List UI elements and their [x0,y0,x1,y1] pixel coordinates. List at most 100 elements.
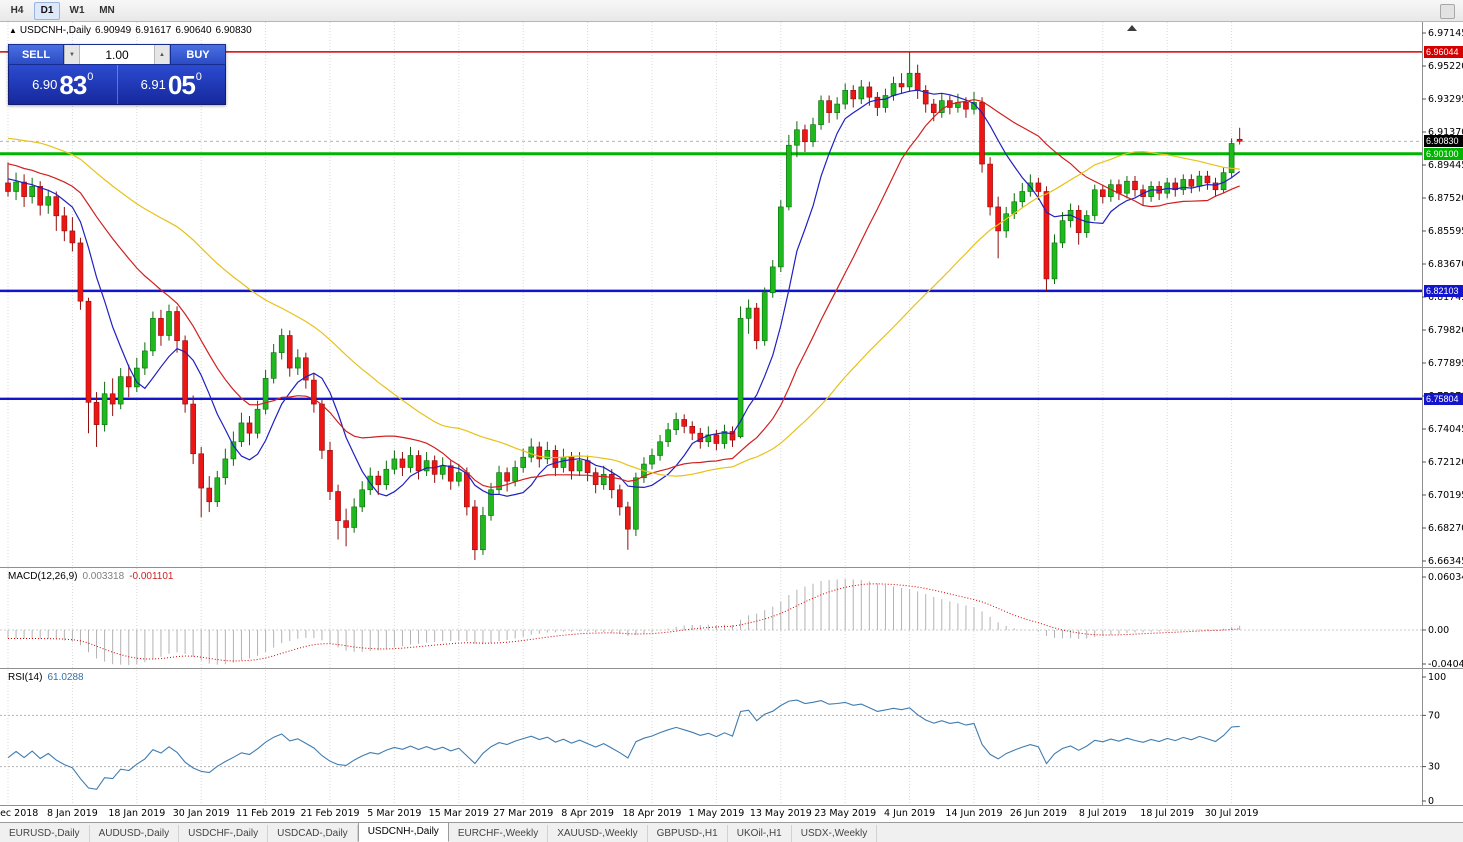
svg-text:0.060342: 0.060342 [1428,572,1463,583]
svg-text:27 Dec 2018: 27 Dec 2018 [0,808,38,819]
svg-text:6.81745: 6.81745 [1428,292,1463,303]
timeframe-button-h4[interactable]: H4 [10,4,24,16]
chart-canvas[interactable]: 6.97145 6.95220 6.93295 6.91370 6.89445 6.875… [0,0,1463,823]
ask-point: 0 [195,70,202,83]
svg-text:6.83670: 6.83670 [1428,259,1463,270]
hline-price-badge: 6.90100 [1424,147,1463,160]
svg-text:0.00: 0.00 [1428,625,1449,636]
bid-big-figure: 6.90 [32,77,58,92]
moving-averages [7,89,1241,497]
svg-text:6.77895: 6.77895 [1428,358,1463,369]
svg-text:6.87520: 6.87520 [1428,193,1463,204]
bid-price[interactable]: 6.90 83 0 [9,65,117,104]
ask-price[interactable]: 6.91 05 0 [116,65,226,104]
svg-text:6.95220: 6.95220 [1428,61,1463,72]
volume-down-icon[interactable]: ▼ [64,45,80,64]
svg-text:6.68270: 6.68270 [1428,523,1463,534]
chart-shift-marker [1127,25,1137,31]
svg-text:70: 70 [1428,710,1440,721]
chart-tab-usdcad-daily[interactable]: USDCAD-,Daily [268,825,358,842]
svg-text:100: 100 [1428,672,1446,683]
bid-point: 0 [87,70,94,83]
open-value: 6.90949 [95,25,132,36]
svg-text:15 Mar 2019: 15 Mar 2019 [429,808,489,819]
chart-tab-eurusd-daily[interactable]: EURUSD-,Daily [0,825,90,842]
svg-text:6.72120: 6.72120 [1428,457,1463,468]
chart-tab-usdchf-daily[interactable]: USDCHF-,Daily [179,825,269,842]
chart-shift-marker-icon [1127,25,1137,31]
chart-tab-eurchf-weekly[interactable]: EURCHF-,Weekly [449,825,549,842]
svg-text:1 May 2019: 1 May 2019 [688,808,744,819]
svg-text:27 Mar 2019: 27 Mar 2019 [493,808,553,819]
svg-text:6.97145: 6.97145 [1428,28,1463,39]
svg-text:6.91370: 6.91370 [1428,127,1463,138]
svg-text:18 Jan 2019: 18 Jan 2019 [108,808,165,819]
volume-input[interactable]: 1.00 [105,48,129,62]
svg-text:30 Jan 2019: 30 Jan 2019 [173,808,230,819]
chart-tab-gbpusd-h1[interactable]: GBPUSD-,H1 [648,825,728,842]
svg-text:18 Apr 2019: 18 Apr 2019 [623,808,682,819]
rsi-value: 61.0288 [47,672,84,683]
svg-text:14 Jun 2019: 14 Jun 2019 [945,808,1002,819]
chart-tab-usdx-weekly[interactable]: USDX-,Weekly [792,825,878,842]
one-click-trading-panel: SELL ▼ 1.00 ▲ BUY 6.90 83 0 6.91 05 0 [8,44,226,105]
svg-text:0: 0 [1428,796,1434,807]
timeframe-buttons: H4 D1 W1 MN [0,1,120,20]
symbol-title: USDCNH-,Daily [19,25,92,36]
svg-text:23 May 2019: 23 May 2019 [814,808,876,819]
bid-pips: 83 [59,69,87,100]
svg-text:30: 30 [1428,762,1440,773]
svg-text:6.70195: 6.70195 [1428,490,1463,501]
hline-price-badge: 6.75804 [1424,392,1463,405]
macd-title: MACD(12,26,9) 0.003318 -0.001101 [8,571,173,582]
window-restore-button[interactable] [1440,4,1455,19]
chart-tab-ukoil-h1[interactable]: UKOil-,H1 [728,825,792,842]
hline-price-badge: 6.82103 [1424,284,1463,297]
svg-text:21 Feb 2019: 21 Feb 2019 [300,808,359,819]
svg-text:13 May 2019: 13 May 2019 [750,808,812,819]
timeframe-button-mn[interactable]: MN [99,4,115,16]
low-value: 6.90640 [175,25,212,36]
chart-tab-bar: EURUSD-,Daily AUDUSD-,Daily USDCHF-,Daily U… [0,822,1463,842]
svg-text:18 Jul 2019: 18 Jul 2019 [1140,808,1194,819]
macd-layer [0,578,1422,665]
svg-text:4 Jun 2019: 4 Jun 2019 [884,808,935,819]
macd-name: MACD(12,26,9) [8,571,78,582]
hline-price-badge: 6.96044 [1424,45,1463,58]
chart-ohlc-header: ▲ USDCNH-,Daily 6.90949 6.91617 6.90640 6.908… [9,25,252,36]
svg-text:6.85595: 6.85595 [1428,226,1463,237]
axes: 6.97145 6.95220 6.93295 6.91370 6.89445 6.875… [0,21,1463,819]
current-price-badge: 6.90830 [1424,135,1463,148]
sell-button[interactable]: SELL [8,44,64,65]
candles-layer [5,51,1243,561]
macd-main-value: 0.003318 [82,571,125,582]
svg-text:5 Mar 2019: 5 Mar 2019 [367,808,421,819]
one-click-collapse-icon[interactable]: ▲ [9,26,17,35]
chart-tab-usdcnh-daily[interactable]: USDCNH-,Daily [357,822,449,842]
rsi-layer [0,699,1422,790]
ask-pips: 05 [167,69,196,100]
timeframe-button-w1[interactable]: W1 [69,4,85,16]
macd-signal-value: -0.001101 [129,571,174,582]
svg-text:8 Apr 2019: 8 Apr 2019 [561,808,614,819]
volume-up-icon[interactable]: ▲ [154,45,170,64]
svg-text:8 Jul 2019: 8 Jul 2019 [1079,808,1127,819]
svg-text:6.93295: 6.93295 [1428,94,1463,105]
timeframe-toolbar: H4 D1 W1 MN [0,0,1463,22]
ask-big-figure: 6.91 [140,77,166,92]
svg-text:26 Jun 2019: 26 Jun 2019 [1010,808,1067,819]
svg-text:30 Jul 2019: 30 Jul 2019 [1205,808,1259,819]
chart-tab-audusd-daily[interactable]: AUDUSD-,Daily [90,825,180,842]
buy-button[interactable]: BUY [170,44,226,65]
svg-text:6.74045: 6.74045 [1428,424,1463,435]
chart-tab-xauusd-weekly[interactable]: XAUUSD-,Weekly [548,825,648,842]
svg-text:6.89445: 6.89445 [1428,160,1463,171]
svg-text:6.66345: 6.66345 [1428,556,1463,567]
close-value: 6.90830 [215,25,252,36]
timeframe-button-d1[interactable]: D1 [34,1,60,20]
svg-text:-0.040415: -0.040415 [1428,659,1463,670]
rsi-title: RSI(14) 61.0288 [8,672,84,683]
rsi-name: RSI(14) [8,672,43,683]
svg-text:6.79820: 6.79820 [1428,325,1463,336]
svg-text:11 Feb 2019: 11 Feb 2019 [236,808,295,819]
